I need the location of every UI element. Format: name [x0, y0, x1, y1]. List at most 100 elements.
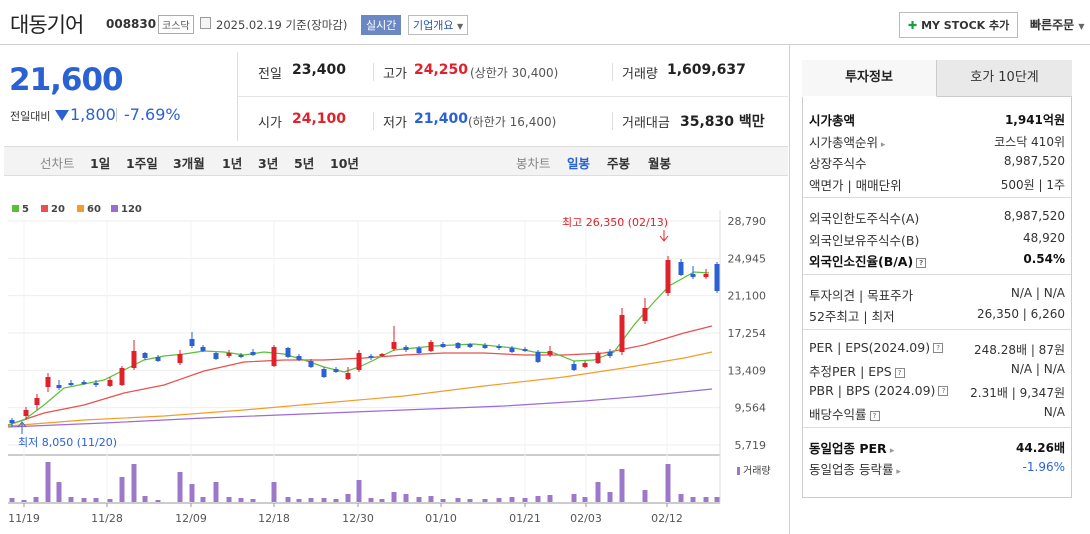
- chevron-right-icon[interactable]: ▸: [893, 467, 901, 477]
- candle-body: [356, 353, 362, 370]
- period-1y[interactable]: 1년: [222, 156, 243, 171]
- period-3y[interactable]: 3년: [258, 156, 279, 171]
- upper-limit: (상한가 30,400): [470, 66, 559, 80]
- volume-bar: [522, 498, 528, 502]
- volume-bar: [213, 482, 219, 502]
- panel-row-value: N/A | N/A: [1010, 362, 1065, 376]
- panel-row-label-text: PBR | BPS (2024.09): [809, 382, 936, 398]
- volume-bar: [189, 484, 195, 502]
- quote-col-sep: [612, 63, 613, 81]
- volume-bar: [391, 492, 397, 502]
- candle: [250, 349, 256, 356]
- help-icon[interactable]: ?: [894, 367, 905, 378]
- help-icon[interactable]: ?: [938, 386, 949, 396]
- panel-row-label: 외국인보유주식수(B): [809, 230, 919, 249]
- realtime-button[interactable]: 실시간: [361, 15, 402, 35]
- candle-body: [690, 274, 696, 277]
- panel-row-value: N/A: [1043, 405, 1065, 419]
- ma60-polyline: [7, 351, 713, 427]
- panel-row-value: 248.28배 | 87원: [973, 342, 1065, 357]
- help-icon[interactable]: ?: [933, 343, 944, 353]
- period-1w[interactable]: 1주일: [126, 156, 158, 171]
- volume-bar: [356, 480, 362, 502]
- period-10y[interactable]: 10년: [330, 156, 359, 171]
- panel-row-value: 코스닥 410위: [994, 134, 1065, 149]
- candle-monthly[interactable]: 월봉: [648, 156, 672, 171]
- panel-row-label-text: PER | EPS(2024.09): [809, 339, 931, 355]
- tab-invest-info[interactable]: 투자정보: [802, 60, 937, 97]
- panel-row-value: 500원 | 1주: [1000, 177, 1065, 192]
- candle: [595, 351, 601, 364]
- add-mystock-button[interactable]: ✚ MY STOCK 추가: [899, 12, 1019, 38]
- vs-label: 전일대비: [10, 110, 51, 123]
- open-label: 시가: [258, 116, 282, 131]
- x-tick-label: 02/03: [570, 512, 602, 525]
- volume-bar: [321, 498, 327, 502]
- panel-row-label: 동일업종 등락률 ▸: [809, 459, 901, 478]
- candle-body: [119, 368, 125, 385]
- candle-body: [428, 342, 434, 351]
- quick-order-dropdown[interactable]: 빠른주문 ▼: [1030, 16, 1085, 33]
- candles: [9, 256, 720, 427]
- volume-bar: [226, 497, 232, 502]
- legend-label: 120: [121, 204, 142, 215]
- chevron-right-icon[interactable]: ▸: [886, 445, 895, 456]
- panel-row-value: 2.31배 | 9,347원: [970, 385, 1065, 400]
- volume-bar: [56, 482, 62, 502]
- candle: [368, 354, 374, 360]
- plus-icon: ✚: [908, 19, 918, 32]
- candle: [189, 332, 195, 348]
- x-tick-label: 12/09: [175, 512, 207, 525]
- candle-body: [482, 345, 488, 348]
- volume-bar: [345, 494, 351, 502]
- volume-bar: [238, 498, 244, 502]
- volume-bar: [296, 499, 302, 502]
- candle: [333, 367, 339, 373]
- candle: [238, 353, 244, 358]
- candle-body: [368, 356, 374, 358]
- volume-bar: [285, 497, 291, 502]
- candle: [714, 262, 720, 293]
- panel-row-label-text: 외국인소진율(B/A): [809, 254, 914, 269]
- candle-chart-label: 봉차트: [516, 156, 551, 171]
- volume-bar: [595, 482, 601, 502]
- help-icon[interactable]: ?: [916, 257, 927, 268]
- y-tick-label: 17,254: [728, 327, 767, 340]
- volume-bar: [440, 499, 446, 502]
- candle-body: [642, 308, 648, 321]
- volume-bar: [416, 497, 422, 502]
- stock-code: 008830: [106, 17, 157, 31]
- candle-body: [535, 352, 541, 362]
- volume-bar: [68, 497, 74, 502]
- panel-row-label-text: 동일업종 PER: [809, 440, 887, 456]
- panel-row-label-text: 투자의견 | 목표주가: [809, 287, 914, 303]
- period-bar: [4, 146, 788, 176]
- tab-orderbook[interactable]: 호가 10단계: [937, 60, 1072, 97]
- x-tick-label: 01/21: [509, 512, 541, 525]
- y-tick-label: 5,719: [735, 439, 767, 452]
- period-5y[interactable]: 5년: [294, 156, 315, 171]
- stock-chart[interactable]: 28,790 24,945 21,100 17,254 13,409 9,564 5,719…: [4, 180, 788, 534]
- candle: [455, 342, 461, 349]
- amount-value: 35,830 백만: [680, 114, 765, 130]
- help-icon[interactable]: ?: [869, 410, 880, 421]
- candle: [107, 377, 113, 387]
- candle-body: [391, 342, 397, 349]
- panel-section-divider: [803, 273, 1071, 275]
- panel-section-divider: [803, 328, 1071, 330]
- panel-row-label: 동일업종 PER ▸: [809, 438, 894, 457]
- company-overview-dropdown[interactable]: 기업개요 ▼: [408, 15, 469, 35]
- candle: [703, 269, 709, 279]
- candle-body: [226, 353, 232, 356]
- candle: [93, 380, 99, 387]
- candle-daily[interactable]: 일봉: [567, 156, 591, 171]
- period-3m[interactable]: 3개월: [173, 156, 205, 171]
- candle: [9, 418, 15, 427]
- volume-bar: [131, 464, 137, 502]
- header-divider: [0, 44, 1090, 45]
- stock-name: 대동기어: [10, 13, 84, 37]
- volume-bar: [678, 494, 684, 502]
- candle-weekly[interactable]: 주봉: [607, 156, 631, 171]
- chevron-right-icon[interactable]: ▸: [878, 139, 886, 150]
- period-1d[interactable]: 1일: [90, 156, 111, 171]
